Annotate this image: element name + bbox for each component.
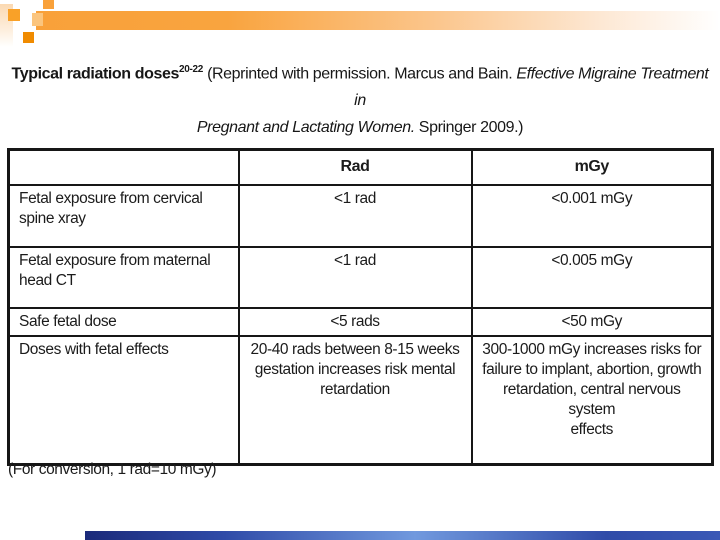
top-accent-bar xyxy=(36,11,720,30)
header-cell-rad: Rad xyxy=(237,148,473,186)
rad-value: 20-40 rads between 8-15 weeks gestation … xyxy=(237,334,473,466)
mgy-value: <0.005 mGy xyxy=(470,245,714,309)
table-row: Fetal exposure from maternal head CT <1 … xyxy=(7,245,714,309)
row-label: Fetal exposure from maternal head CT xyxy=(7,245,240,309)
row-label: Doses with fetal effects xyxy=(7,334,240,466)
title-book-line2: Pregnant and Lactating Women. xyxy=(196,119,415,137)
mgy-value: <0.001 mGy xyxy=(470,183,714,248)
title-superscript: 20-22 xyxy=(178,64,204,75)
slide-title: Typical radiation doses20-22 (Reprinted … xyxy=(10,56,710,141)
header-cell-mgy: mGy xyxy=(470,148,714,186)
accent-square-top xyxy=(43,0,54,9)
title-main: Typical radiation doses xyxy=(11,65,180,83)
rad-value: <5 rads xyxy=(237,306,473,337)
accent-square-left xyxy=(8,9,20,21)
radiation-doses-table: Rad mGy Fetal exposure from cervical spi… xyxy=(7,148,714,466)
accent-square-light xyxy=(32,13,43,26)
title-credit-suffix: Springer 2009.) xyxy=(414,119,524,137)
title-credit-prefix: (Reprinted with permission. Marcus and B… xyxy=(203,65,517,83)
conversion-note: (For conversion, 1 rad=10 mGy) xyxy=(8,461,217,478)
row-label: Fetal exposure from cervical spine xray xyxy=(7,183,240,248)
mgy-value: <50 mGy xyxy=(470,306,714,337)
accent-square-dark xyxy=(23,32,34,43)
rad-value: <1 rad xyxy=(237,183,473,248)
table-row: Safe fetal dose <5 rads <50 mGy xyxy=(7,306,714,337)
table-row: Doses with fetal effects 20-40 rads betw… xyxy=(7,334,714,466)
row-label: Safe fetal dose xyxy=(7,306,240,337)
rad-value: <1 rad xyxy=(237,245,473,309)
title-book-line1: Effective Migraine Treatment in xyxy=(354,65,709,110)
table-header-row: Rad mGy xyxy=(7,148,714,186)
bottom-accent-bar xyxy=(85,531,720,540)
mgy-value: 300-1000 mGy increases risks for failure… xyxy=(470,334,714,466)
table-row: Fetal exposure from cervical spine xray … xyxy=(7,183,714,248)
header-cell-empty xyxy=(7,148,240,186)
